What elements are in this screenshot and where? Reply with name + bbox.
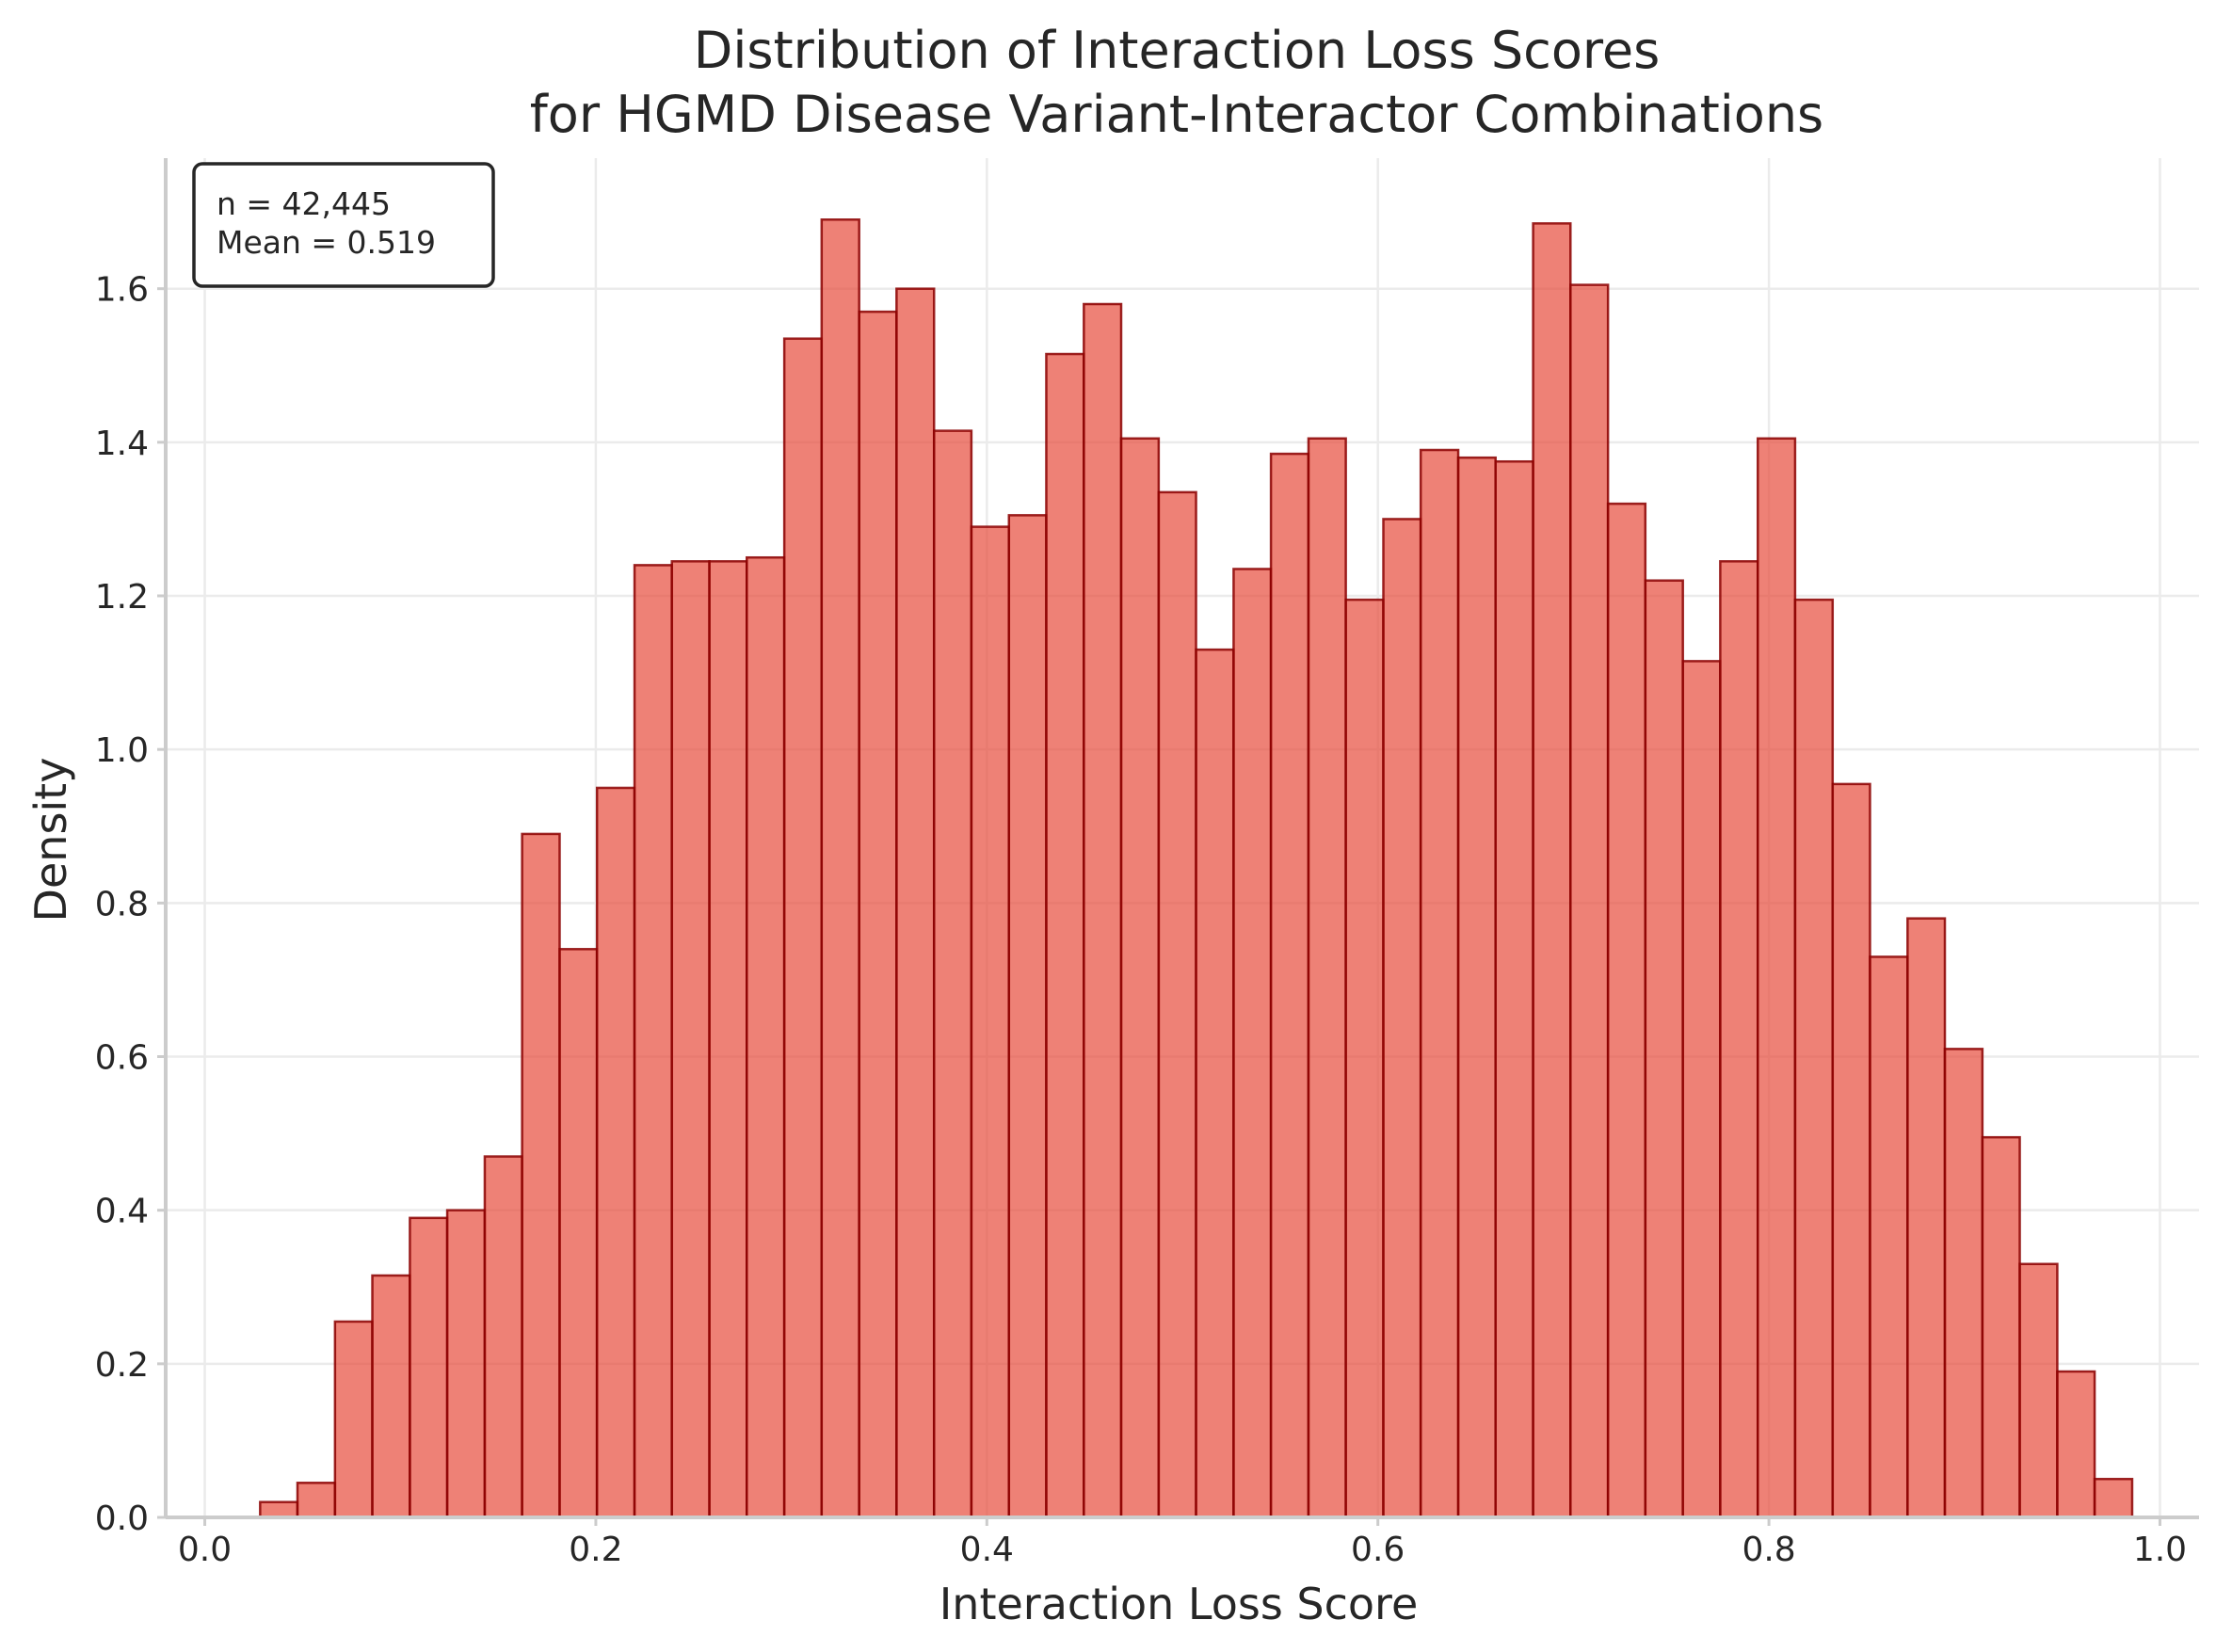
x-tick-label: 0.6: [1351, 1531, 1405, 1569]
histogram-bar: [1382, 518, 1422, 1519]
histogram-bar: [409, 1216, 449, 1519]
histogram-bar: [1269, 452, 1310, 1519]
y-tick-label: 0.2: [95, 1346, 149, 1385]
histogram-bar: [483, 1155, 523, 1519]
x-tick-label: 0.0: [178, 1531, 232, 1569]
histogram-bar: [1943, 1048, 1984, 1519]
histogram-bar: [746, 555, 786, 1519]
histogram-bar: [1606, 502, 1647, 1519]
x-axis-label: Interaction Loss Score: [939, 1579, 1419, 1629]
histogram-bar: [670, 560, 711, 1519]
stats-box-frame: [192, 162, 495, 288]
histogram-bar: [1195, 648, 1235, 1519]
y-tick-label: 1.2: [95, 578, 149, 617]
histogram-bar: [1906, 917, 1947, 1519]
histogram-bar: [1831, 782, 1871, 1519]
histogram-bar: [445, 1209, 487, 1519]
histogram-bar: [2056, 1370, 2096, 1519]
y-axis-label: Density: [25, 758, 76, 922]
y-tick-label: 0.8: [95, 885, 149, 923]
histogram-bar: [2018, 1262, 2059, 1519]
chart-title-line-1: Distribution of Interaction Loss Scores: [694, 21, 1661, 80]
histogram-bar: [1119, 437, 1161, 1519]
histogram-bar: [1344, 598, 1385, 1519]
histogram-bar: [1307, 437, 1347, 1519]
histogram-bar: [1569, 283, 1610, 1519]
x-tick-label: 0.4: [960, 1531, 1014, 1569]
x-tick-label: 0.2: [569, 1531, 622, 1569]
histogram-bar: [820, 218, 860, 1519]
y-tick-label: 1.0: [95, 731, 149, 770]
histogram-bar: [1719, 560, 1759, 1519]
chart-title-line-2: for HGMD Disease Variant-Interactor Comb…: [530, 85, 1823, 144]
histogram-bar: [1232, 568, 1273, 1519]
y-tick-label: 0.0: [95, 1500, 149, 1538]
histogram-bar: [782, 337, 824, 1519]
histogram-bar: [1456, 456, 1497, 1519]
histogram-bar: [333, 1320, 374, 1519]
histogram-bar: [1981, 1135, 2021, 1519]
histogram-bar: [1083, 302, 1123, 1519]
histogram-bar: [259, 1500, 299, 1519]
histogram-bar: [371, 1274, 411, 1519]
histogram-bar: [1419, 448, 1460, 1519]
histogram-bar: [1157, 490, 1197, 1519]
y-axis-ticks: 0.0 0.2 0.4 0.6 0.8 1.0 1.2 1.4 1.6: [95, 271, 166, 1538]
histogram-bar: [1532, 222, 1572, 1519]
y-tick-label: 0.6: [95, 1039, 149, 1078]
histogram-bar: [633, 564, 673, 1519]
histogram-bar: [1494, 459, 1534, 1519]
histogram-bar: [1793, 598, 1835, 1519]
histogram-bar: [895, 287, 936, 1519]
stats-mean-text: Mean = 0.519: [217, 224, 436, 261]
x-axis-ticks: 0.0 0.2 0.4 0.6 0.8 1.0: [178, 1517, 2187, 1569]
stats-count-text: n = 42,445: [217, 185, 391, 222]
histogram-bar: [595, 786, 636, 1519]
histogram-bar: [932, 429, 973, 1519]
histogram-bars: [259, 218, 2134, 1519]
histogram-bar: [708, 560, 748, 1519]
y-tick-label: 1.4: [95, 425, 149, 463]
histogram-bar: [2093, 1477, 2134, 1519]
stats-annotation-box: n = 42,445 Mean = 0.519: [192, 162, 495, 288]
histogram-bar: [1007, 514, 1048, 1519]
y-tick-label: 0.4: [95, 1193, 149, 1231]
histogram-bar: [1644, 579, 1684, 1519]
histogram-bar: [1869, 955, 1909, 1519]
histogram-bar: [970, 525, 1011, 1519]
histogram-bar: [521, 832, 561, 1519]
x-tick-label: 0.8: [1742, 1531, 1795, 1569]
y-tick-label: 1.6: [95, 271, 149, 310]
histogram-bar: [858, 310, 898, 1519]
histogram-bar: [296, 1482, 337, 1519]
histogram-bar: [558, 948, 599, 1519]
histogram-bar: [1681, 660, 1722, 1519]
histogram-bar: [1756, 437, 1797, 1519]
histogram-bar: [1045, 352, 1085, 1519]
x-tick-label: 1.0: [2133, 1531, 2187, 1569]
